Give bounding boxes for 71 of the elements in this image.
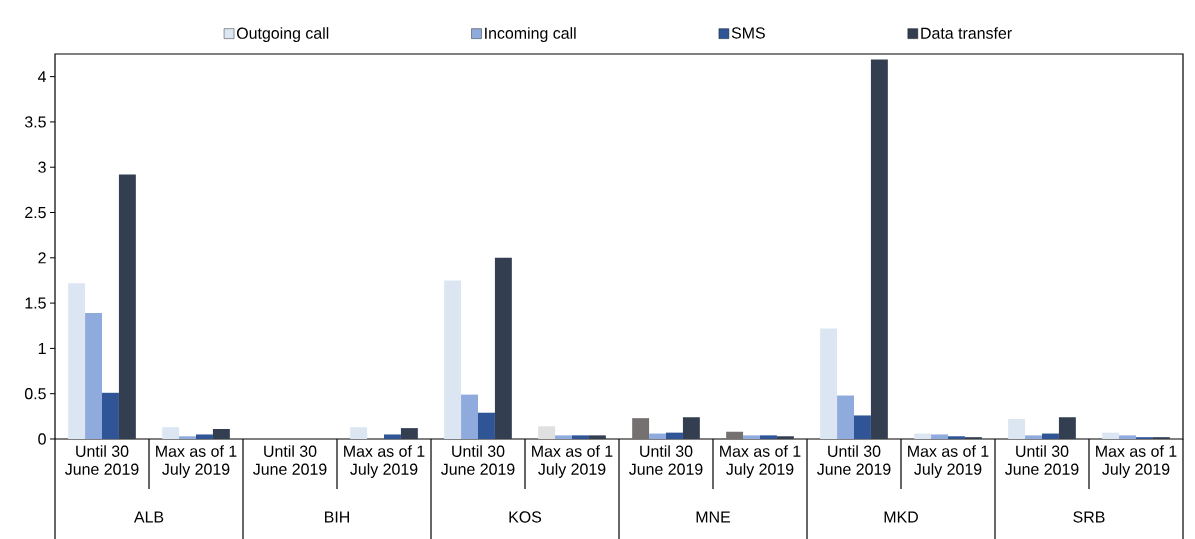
bar [588,435,606,439]
x-tick-label: Until 30 June 2019 [65,445,139,475]
bar [743,435,760,439]
bar [837,395,854,439]
bar [760,435,777,439]
x-tick-label: Until 30 June 2019 [629,445,703,475]
x-tick-label: Max as of 1 July 2019 [156,445,237,478]
bar [1102,432,1120,439]
bar [85,313,103,439]
text: ALB [133,511,164,523]
x-tick-label: Until 30 June 2019 [253,445,327,475]
bar [776,436,794,439]
y-tick-label: 1 [38,342,46,354]
bar [870,59,888,439]
bar [572,435,589,439]
bar [494,257,512,439]
bar [1008,419,1026,439]
text: BIH [325,511,349,523]
bar [649,433,666,439]
bar [914,433,932,439]
text: MNE [696,511,731,523]
bar [384,434,401,439]
legend-label: Outgoing call [237,27,329,42]
x-tick-label: Until 30 June 2019 [441,445,515,475]
bar [726,431,744,439]
bar [179,436,197,439]
bar [820,328,838,439]
text: MKD [884,511,918,523]
legend-label: SMS [731,27,765,39]
bar [444,280,462,439]
bar [118,174,136,439]
bar [400,428,418,439]
y-tick-label: 0.5 [24,388,46,400]
legend-label: Incoming call [485,27,576,42]
bar [1058,417,1076,439]
bar [555,435,573,439]
text: KOS [509,511,542,523]
bar [212,429,230,439]
y-tick-label: 3.5 [24,116,46,128]
x-tick-label: Until 30 June 2019 [1005,445,1079,475]
y-tick-label: 1.5 [25,297,46,309]
x-tick-label: Max as of 1 July 2019 [720,445,801,478]
bar [854,415,871,439]
bar [68,283,86,439]
y-tick-label: 2.5 [25,206,46,219]
bar [931,434,948,439]
bar [1042,433,1059,439]
bar [948,436,965,439]
bar [538,426,556,439]
bar [162,427,180,439]
bar [196,434,213,439]
x-tick-label: Max as of 1 July 2019 [532,445,613,478]
bar [666,432,683,439]
bar [478,412,495,439]
x-tick-label: Max as of 1 July 2019 [344,445,425,478]
bar [102,392,119,439]
y-tick-label: 3 [38,161,46,173]
bar [1119,435,1136,439]
y-tick-label: 0 [38,433,46,445]
bar [632,418,650,439]
text: SRB [1073,511,1105,523]
bar [682,417,700,439]
legend-label: Data transfer [921,27,1012,39]
x-tick-label: Max as of 1 July 2019 [908,445,989,478]
y-tick-label: 4 [37,71,47,83]
x-tick-label: Until 30 June 2019 [817,445,891,475]
bar [350,427,368,439]
x-tick-label: Max as of 1 July 2019 [1096,445,1177,478]
bar [1025,435,1042,439]
bar [461,394,479,439]
y-tick-label: 2 [38,252,46,264]
